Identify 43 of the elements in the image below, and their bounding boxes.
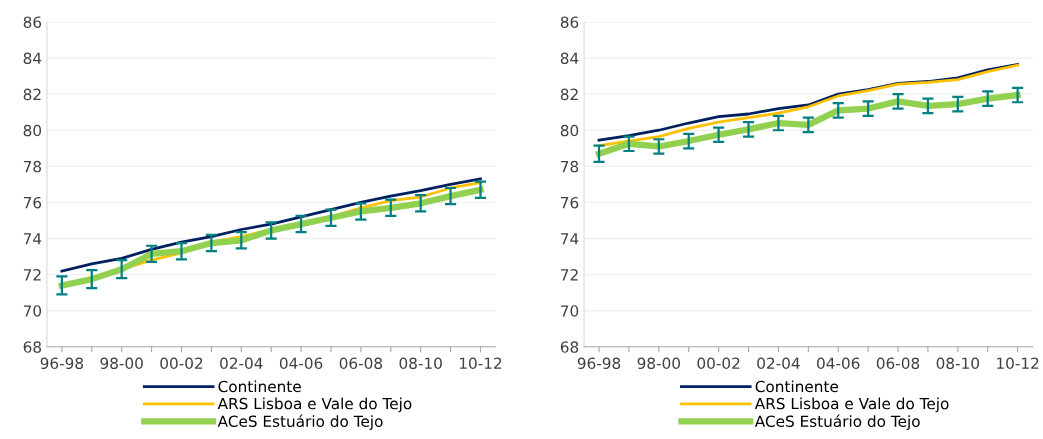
x-tick-label: 98-00 <box>637 357 681 370</box>
legend-label: Continente <box>755 380 839 393</box>
x-tick-label: 10-12 <box>459 357 502 370</box>
x-tick-label: 06-08 <box>339 357 383 370</box>
x-tick-label: 96-98 <box>40 357 84 370</box>
y-tick-label: 84 <box>560 52 579 65</box>
y-tick-label: 82 <box>560 88 578 101</box>
y-tick-label: 68 <box>23 341 42 353</box>
y-tick-label: 68 <box>560 341 579 353</box>
y-tick-label: 82 <box>23 88 41 101</box>
y-tick-label: 72 <box>23 269 41 281</box>
legend-label: ARS Lisboa e Vale do Tejo <box>217 397 412 413</box>
x-tick-label: 04-06 <box>279 357 323 370</box>
y-tick-label: 78 <box>561 160 579 173</box>
y-tick-label: 78 <box>23 160 42 173</box>
x-tick-label: 10-12 <box>997 357 1039 370</box>
x-tick-label: 02-04 <box>220 357 263 370</box>
legend-label: ARS Lisboa e Vale do Tejo <box>754 397 949 413</box>
y-tick-label: 76 <box>23 196 42 209</box>
legend-label: ACeS Estuário do Tejo <box>217 414 383 430</box>
x-tick-label: 00-02 <box>697 357 740 370</box>
x-tick-label: 00-02 <box>160 357 203 370</box>
y-tick-label: 70 <box>23 305 42 317</box>
x-tick-label: 98-00 <box>100 357 143 370</box>
y-tick-label: 80 <box>560 124 579 137</box>
x-tick-label: 04-06 <box>817 357 860 370</box>
x-tick-label: 02-04 <box>757 357 800 370</box>
x-tick-label: 96-98 <box>577 357 621 370</box>
y-tick-label: 84 <box>23 52 42 65</box>
x-tick-label: 08-10 <box>936 357 979 370</box>
legend-label: Continente <box>218 380 301 393</box>
y-tick-label: 76 <box>561 196 579 209</box>
y-tick-label: 86 <box>560 16 579 28</box>
x-tick-label: 08-10 <box>399 357 442 370</box>
y-tick-label: 72 <box>561 269 578 281</box>
y-tick-label: 74 <box>23 233 42 245</box>
y-tick-label: 86 <box>23 16 42 28</box>
line-series <box>60 177 482 273</box>
y-tick-label: 80 <box>23 124 42 137</box>
x-tick-label: 06-08 <box>876 357 920 370</box>
y-tick-label: 70 <box>561 305 579 317</box>
y-tick-label: 74 <box>561 233 579 245</box>
legend-label: ACeS Estuário do Tejo <box>754 414 920 430</box>
